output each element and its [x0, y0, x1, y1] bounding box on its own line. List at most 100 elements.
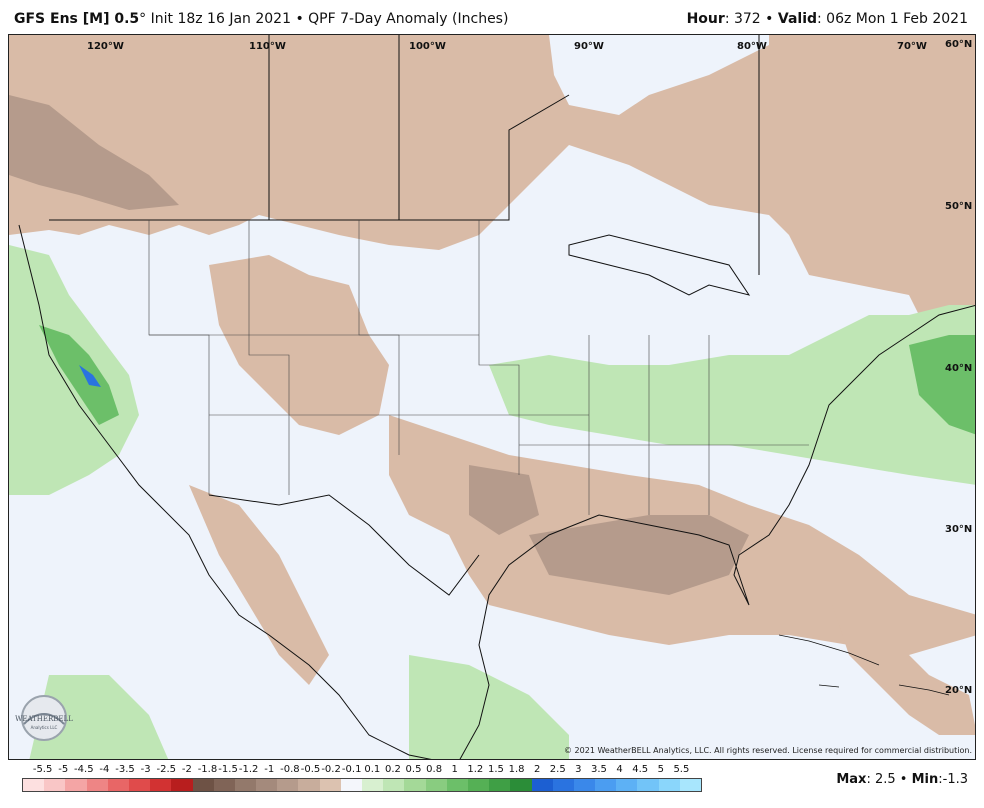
- lon-label-120w: 120°W: [87, 41, 124, 52]
- legend-tick-label: -3.5: [115, 764, 135, 775]
- legend-tick-label: 1.2: [467, 764, 484, 775]
- legend-swatch: [298, 779, 320, 791]
- lon-label-80w: 80°W: [737, 41, 767, 52]
- legend-tick-label: 3.5: [591, 764, 607, 775]
- legend-tick-label: -4: [99, 764, 110, 775]
- legend-swatch: [404, 779, 426, 791]
- legend-swatch: [65, 779, 87, 791]
- weatherbell-logo: WEATHERBELL Analytics LLC: [14, 694, 74, 742]
- legend-swatch: [192, 779, 214, 791]
- caribbean-islands: [778, 634, 950, 696]
- max-value: : 2.5: [866, 772, 896, 787]
- legend-swatch: [552, 779, 574, 791]
- legend-tick-label: 1.5: [487, 764, 504, 775]
- max-min-readout: Max: 2.5 • Min:-1.3: [836, 772, 968, 787]
- dry-region-north: [9, 35, 975, 365]
- legend-tick-label: 0.1: [364, 764, 381, 775]
- legend-tick-label: 2: [533, 764, 541, 775]
- legend-swatch: [531, 779, 553, 791]
- min-value: :-1.3: [938, 772, 968, 787]
- legend-tick-label: -4.5: [74, 764, 94, 775]
- legend-tick-label: 1.8: [508, 764, 525, 775]
- lat-label-50n: 50°N: [945, 201, 972, 212]
- legend-swatch: [383, 779, 405, 791]
- map-canvas: 120°W 110°W 100°W 90°W 80°W 70°W 60°N 50…: [8, 34, 976, 760]
- legend-swatch: [44, 779, 66, 791]
- legend-swatch: [171, 779, 193, 791]
- legend-tick-label: 0.8: [426, 764, 443, 775]
- copyright-notice: © 2021 WeatherBELL Analytics, LLC. All r…: [564, 746, 972, 755]
- legend-tick-label: 4.5: [632, 764, 649, 775]
- legend-swatch: [573, 779, 596, 791]
- lon-label-90w: 90°W: [574, 41, 604, 52]
- legend-tick-label: 4: [616, 764, 623, 775]
- legend-tick-label: -5: [58, 764, 69, 775]
- legend-color-bar: [22, 778, 702, 792]
- legend-tick-label: 0.2: [384, 764, 401, 775]
- legend-swatch: [107, 779, 129, 791]
- legend-swatch: [446, 779, 468, 791]
- hour-value: : 372: [724, 11, 761, 27]
- lat-label-60n: 60°N: [945, 39, 972, 50]
- product-name: QPF 7-Day Anomaly (Inches): [308, 11, 509, 27]
- legend-swatch: [425, 779, 447, 791]
- legend-tick-label: -2: [181, 764, 192, 775]
- legend-swatch: [510, 779, 532, 791]
- legend-tick-label: 0.5: [405, 764, 422, 775]
- longitude-labels: 120°W 110°W 100°W 90°W 80°W 70°W: [87, 41, 927, 52]
- legend-tick-label: -1.5: [218, 764, 238, 775]
- legend-tick-label: 5.5: [673, 764, 690, 775]
- strong-dry-anomaly-areas: [9, 95, 749, 595]
- legend-swatch: [467, 779, 490, 791]
- logo-subtext: Analytics LLC: [31, 725, 58, 730]
- title-bullet: •: [295, 11, 304, 27]
- legend-tick-label: -1.2: [238, 764, 259, 775]
- legend-tick-label: -1: [264, 764, 275, 775]
- valid-time: Hour: 372 • Valid: 06z Mon 1 Feb 2021: [687, 11, 968, 27]
- legend-swatch: [256, 779, 278, 791]
- legend-swatch: [658, 779, 680, 791]
- valid-bullet: •: [765, 11, 774, 27]
- legend-tick-label: -0.5: [300, 764, 321, 775]
- max-label: Max: [836, 772, 867, 787]
- legend-swatch: [277, 779, 299, 791]
- legend-tick-label: 2.5: [549, 764, 566, 775]
- pacific-coastline: [18, 224, 432, 759]
- min-label: Min: [911, 772, 939, 787]
- boundaries: [18, 35, 975, 759]
- dry-region-mexico: [189, 485, 329, 685]
- canada-border: [49, 94, 570, 221]
- cuba-outline: [778, 634, 880, 666]
- legend-swatch: [319, 779, 341, 791]
- legend-tick-label: -0.2: [321, 764, 341, 775]
- model-name: GFS Ens [M] 0.5: [14, 11, 140, 27]
- color-legend: -5.5 -5 -4.5 -4 -3.5 -3 -2.5 -2 -1.8 -1.5 -1.2 -1 -0…: [22, 762, 702, 802]
- hour-label: Hour: [686, 11, 725, 27]
- mexico-border: [208, 494, 480, 596]
- wet-region-pacific-sw: [29, 675, 169, 759]
- state-line-4: [478, 220, 520, 475]
- legend-swatch: [679, 779, 701, 791]
- map-title: GFS Ens [M] 0.5° Init 18z 16 Jan 2021 • …: [14, 11, 508, 27]
- legend-swatch: [637, 779, 659, 791]
- legend-swatch: [340, 779, 362, 791]
- legend-tick-label: -3: [140, 764, 151, 775]
- maxmin-bullet: •: [899, 772, 908, 787]
- dry-core-pacific-nw: [9, 95, 179, 210]
- logo-text: WEATHERBELL: [15, 715, 73, 723]
- legend-swatch: [23, 779, 45, 791]
- legend-tick-label: -2.5: [156, 764, 176, 775]
- lon-label-100w: 100°W: [409, 41, 446, 52]
- max-wet-cell: [79, 365, 101, 387]
- legend-swatch: [362, 779, 384, 791]
- legend-tick-label: -5.5: [32, 764, 53, 775]
- dry-region-caribbean: [829, 595, 975, 735]
- legend-tick-label: -1.8: [197, 764, 218, 775]
- dry-region-rockies: [209, 255, 389, 435]
- wet-core-atlantic: [909, 335, 975, 435]
- legend-swatch: [616, 779, 638, 791]
- dry-core-texas: [469, 465, 539, 535]
- dry-core-gulf: [529, 515, 749, 595]
- wet-core-california: [39, 325, 119, 425]
- legend-swatch: [234, 779, 257, 791]
